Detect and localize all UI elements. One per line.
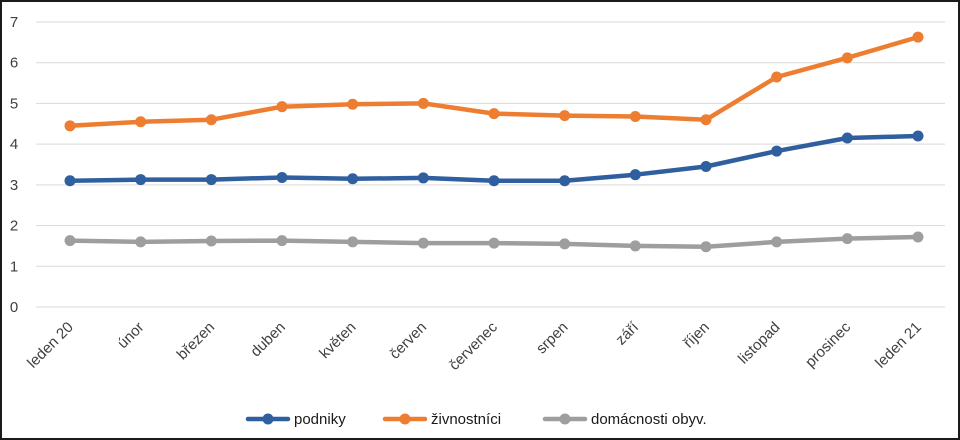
legend-item: podniky xyxy=(245,411,346,428)
y-tick-label: 1 xyxy=(10,258,18,275)
legend-label: domácnosti obyv. xyxy=(591,411,707,428)
y-tick-label: 5 xyxy=(10,95,18,112)
data-point xyxy=(347,173,359,185)
x-tick-label: leden 21 xyxy=(872,319,925,372)
data-point xyxy=(347,98,359,110)
x-tick-label: únor xyxy=(114,319,147,352)
y-tick-label: 3 xyxy=(10,177,18,194)
data-point xyxy=(912,31,924,43)
y-tick-label: 0 xyxy=(10,299,18,316)
data-point xyxy=(64,235,76,247)
data-point xyxy=(559,238,571,250)
y-tick-label: 7 xyxy=(10,14,18,31)
x-tick-label: květen xyxy=(316,319,359,362)
data-point xyxy=(559,110,571,122)
data-point xyxy=(135,236,147,248)
x-tick-label: září xyxy=(612,318,642,348)
data-point xyxy=(771,71,783,83)
series-group xyxy=(64,31,924,253)
x-tick-label: říjen xyxy=(680,319,713,352)
data-point xyxy=(771,236,783,248)
x-axis-ticks: leden 20 únor březen duben květen červen červe… xyxy=(24,318,925,374)
data-point xyxy=(488,237,500,249)
data-point xyxy=(135,116,147,128)
data-point xyxy=(64,120,76,132)
legend-swatch-marker xyxy=(559,413,571,425)
x-tick-label: srpen xyxy=(533,319,572,358)
x-tick-label: březen xyxy=(174,319,218,363)
legend-label: podniky xyxy=(294,411,346,428)
data-point xyxy=(135,174,147,186)
data-point xyxy=(347,236,359,248)
y-tick-label: 4 xyxy=(10,136,18,153)
y-tick-label: 2 xyxy=(10,218,18,235)
data-point xyxy=(417,172,429,184)
x-tick-label: prosinec xyxy=(802,318,854,370)
legend-item: domácnosti obyv. xyxy=(542,411,707,428)
series-2 xyxy=(64,231,924,253)
y-axis-ticks: 0 1 2 3 4 5 6 7 xyxy=(10,14,18,316)
data-point xyxy=(841,233,853,245)
data-point xyxy=(912,231,924,243)
gridlines xyxy=(36,21,945,308)
data-point xyxy=(700,241,712,253)
data-point xyxy=(488,108,500,120)
data-point xyxy=(276,101,288,113)
data-point xyxy=(771,145,783,157)
data-point xyxy=(912,130,924,142)
y-tick-label: 6 xyxy=(10,55,18,72)
data-point xyxy=(841,132,853,144)
legend-swatch-marker xyxy=(262,413,274,425)
legend-swatch-marker xyxy=(399,413,411,425)
x-tick-label: červenec xyxy=(446,318,501,373)
data-point xyxy=(276,235,288,247)
data-point xyxy=(417,97,429,109)
data-point xyxy=(700,114,712,126)
x-tick-label: duben xyxy=(247,319,289,361)
data-point xyxy=(700,161,712,173)
series-1 xyxy=(64,31,924,132)
data-point xyxy=(276,172,288,184)
data-point xyxy=(417,237,429,249)
data-point xyxy=(64,175,76,187)
data-point xyxy=(205,174,217,186)
series-line xyxy=(67,133,921,184)
data-point xyxy=(205,114,217,126)
legend: podniky živnostníci domácnosti obyv. xyxy=(245,411,707,428)
data-point xyxy=(841,52,853,64)
data-point xyxy=(629,240,641,252)
data-point xyxy=(559,175,571,187)
x-tick-label: listopad xyxy=(735,319,784,368)
legend-item: živnostníci xyxy=(382,411,501,428)
x-tick-label: červen xyxy=(386,319,430,363)
data-point xyxy=(629,110,641,122)
data-point xyxy=(205,235,217,247)
series-0 xyxy=(64,130,924,187)
data-point xyxy=(488,175,500,187)
x-tick-label: leden 20 xyxy=(24,319,77,372)
data-point xyxy=(629,169,641,181)
legend-label: živnostníci xyxy=(431,411,501,428)
